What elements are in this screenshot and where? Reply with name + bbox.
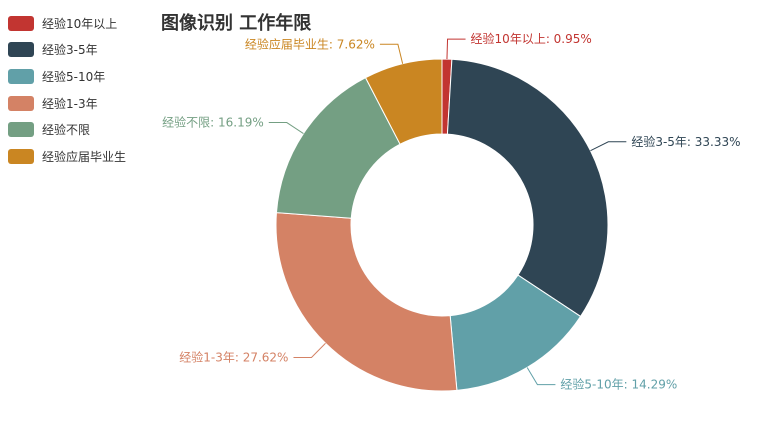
- slice-label: 经验应届毕业生: 7.62%: [245, 36, 375, 51]
- legend-item[interactable]: 经验不限: [8, 116, 126, 143]
- pie-slice[interactable]: [446, 58, 609, 318]
- legend-item[interactable]: 经验10年以上: [8, 10, 126, 37]
- legend-item[interactable]: 经验3-5年: [8, 37, 126, 64]
- legend-label: 经验1-3年: [42, 96, 98, 111]
- label-leader-line: [590, 141, 627, 152]
- slice-label: 经验1-3年: 27.62%: [179, 350, 288, 365]
- legend-label: 经验3-5年: [42, 43, 98, 58]
- legend-swatch: [8, 15, 34, 31]
- legend-swatch: [8, 68, 34, 84]
- legend-label: 经验应届毕业生: [42, 149, 127, 164]
- legend-swatch: [8, 42, 34, 58]
- legend-swatch: [8, 148, 34, 164]
- legend-label: 经验不限: [42, 123, 91, 138]
- slice-label: 经验3-5年: 33.33%: [631, 134, 740, 149]
- legend-label: 经验5-10年: [42, 69, 106, 84]
- legend-item[interactable]: 经验5-10年: [8, 63, 126, 90]
- pie-slice[interactable]: [275, 212, 458, 392]
- slice-label: 经验5-10年: 14.29%: [560, 377, 677, 392]
- legend-swatch: [8, 122, 34, 138]
- pie-slice[interactable]: [364, 58, 443, 145]
- legend-item[interactable]: 经验1-3年: [8, 90, 126, 117]
- legend-label: 经验10年以上: [42, 16, 118, 31]
- label-leader-line: [268, 122, 304, 134]
- legend: 经验10年以上 经验3-5年 经验5-10年 经验1-3年 经验不限 经验应届毕…: [8, 10, 126, 170]
- label-leader-line: [526, 367, 556, 386]
- legend-item[interactable]: 经验应届毕业生: [8, 143, 126, 170]
- label-leader-line: [379, 43, 404, 64]
- legend-swatch: [8, 95, 34, 111]
- slice-label: 经验不限: 16.19%: [162, 115, 264, 130]
- chart-title: 图像识别 工作年限: [161, 13, 312, 34]
- label-leader-line: [293, 342, 326, 359]
- slice-label: 经验10年以上: 0.95%: [471, 31, 592, 46]
- label-leader-line: [446, 38, 466, 60]
